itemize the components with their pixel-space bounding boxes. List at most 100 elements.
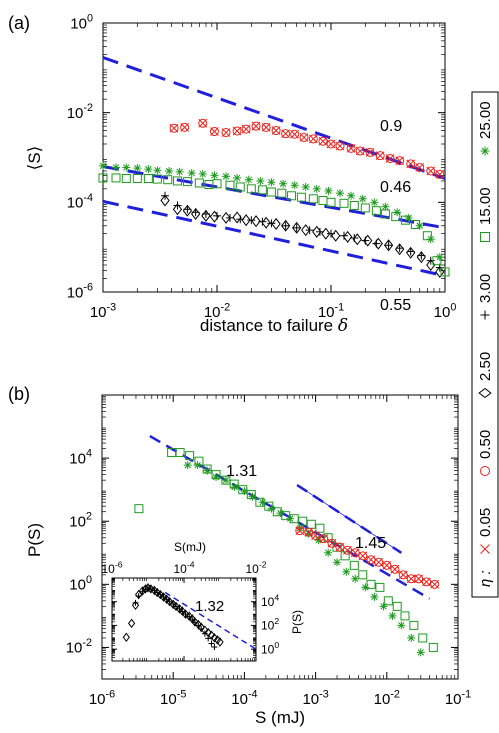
b-point-circle: [390, 564, 400, 574]
b-point-square: [315, 523, 325, 533]
b-point-square: [134, 504, 144, 514]
inset-point-plus: [163, 596, 170, 603]
inset-point-plus: [157, 591, 164, 598]
inset-slope-label: 1.32: [195, 598, 224, 615]
b-point-star: [230, 483, 239, 492]
a-point-diamond: [373, 237, 383, 250]
a-point-diamond: [271, 217, 281, 230]
inset-point-plus: [176, 605, 183, 612]
a-point-square: [360, 203, 370, 213]
a-point-square: [266, 187, 276, 197]
a-point-plus: [267, 219, 276, 228]
a-point-square: [225, 180, 235, 190]
b-point-circle: [421, 577, 431, 587]
a-point-circle: [281, 129, 291, 139]
a-point-circle: [308, 134, 318, 144]
a-point-circle: [435, 169, 445, 179]
a-point-square: [98, 173, 108, 183]
a-point-plus: [327, 229, 335, 238]
a-point-plus: [384, 241, 393, 250]
a-point-star: [336, 189, 345, 198]
a-point-plus: [339, 231, 348, 240]
b-point-star: [342, 567, 351, 576]
a-point-star: [187, 169, 196, 178]
a-point-square: [349, 200, 359, 210]
panel-label-a: (a): [8, 13, 30, 33]
a-point-star: [347, 191, 356, 200]
legend-label: 3.00: [477, 274, 494, 303]
inset-x-tick-label: 10-4: [173, 560, 194, 576]
a-point-star: [210, 171, 219, 180]
b-point-star: [388, 611, 397, 620]
inset-point-plus: [179, 608, 186, 615]
legend-label: 2.50: [477, 352, 494, 381]
inset-y-tick-label: 104: [261, 593, 279, 609]
a-point-diamond: [281, 219, 291, 232]
inset-background: [112, 578, 256, 661]
a-point-square: [143, 174, 153, 184]
b-point-square: [392, 601, 402, 611]
b-point-star: [248, 492, 257, 501]
a-point-square: [326, 197, 336, 207]
a-point-circle: [299, 132, 309, 142]
inset-point-plus: [211, 644, 218, 651]
legend-marker-circle: [480, 466, 490, 476]
a-point-square: [194, 178, 204, 188]
inset-point-plus: [208, 640, 215, 647]
b-x-tick-label: 10-5: [160, 688, 186, 708]
a-y-tick-label: 100: [70, 13, 93, 33]
b-slope-label: 1.45: [355, 535, 386, 552]
b-axes-box: [101, 394, 459, 680]
inset-point-diamond: [185, 611, 193, 621]
b-point-circle: [406, 574, 416, 584]
b-point-star: [286, 514, 295, 523]
a-y-tick-label: 10-6: [67, 282, 93, 302]
a-point-circle: [232, 126, 242, 136]
a-point-circle: [395, 156, 405, 166]
inset-point-diamond: [207, 630, 216, 640]
b-point-circle: [374, 557, 384, 567]
inset-point-plus: [139, 588, 146, 595]
a-point-star: [175, 167, 184, 176]
a-point-star: [279, 179, 288, 188]
a-point-plus: [372, 239, 381, 248]
a-point-plus: [305, 226, 314, 235]
b-x-tick-label: 10-6: [89, 688, 115, 708]
a-point-circle: [406, 159, 416, 169]
a-x-tick-label: 10-1: [318, 301, 344, 321]
inset-point-plus: [132, 599, 139, 606]
b-point-star: [370, 592, 379, 601]
inset-y-tick-label: 100: [261, 640, 279, 656]
a-point-plus: [292, 223, 301, 232]
a-slope-label: 0.55: [380, 297, 411, 314]
a-x-tick-label: 10-3: [90, 301, 116, 321]
inset-point-diamond: [216, 637, 224, 647]
b-point-star: [314, 536, 323, 545]
a-slope-label: 0.9: [380, 118, 402, 135]
b-point-star: [407, 633, 416, 642]
inset-point-diamond: [127, 618, 136, 629]
a-point-plus: [161, 191, 170, 200]
a-point-square: [257, 185, 267, 195]
inset-point-plus: [186, 613, 193, 620]
a-point-square: [182, 177, 192, 187]
b-point-star: [416, 648, 425, 657]
b-point-star: [212, 473, 221, 482]
a-point-plus: [281, 221, 290, 230]
b-point-star: [267, 504, 276, 513]
inset-point-plus: [135, 593, 142, 600]
inset-point-plus: [170, 600, 177, 607]
a-point-star: [256, 176, 265, 185]
inset-point-plus: [173, 603, 180, 610]
a-point-star: [435, 253, 444, 262]
b-point-star: [221, 476, 230, 485]
a-point-diamond: [251, 215, 261, 228]
a-fit-line-0: [102, 56, 446, 180]
a-point-plus: [258, 217, 267, 226]
a-point-star: [415, 221, 424, 230]
inset-point-plus: [198, 625, 205, 632]
inset-point-diamond: [153, 587, 161, 598]
b-point-square: [358, 570, 368, 580]
inset-point-plus: [142, 586, 149, 593]
